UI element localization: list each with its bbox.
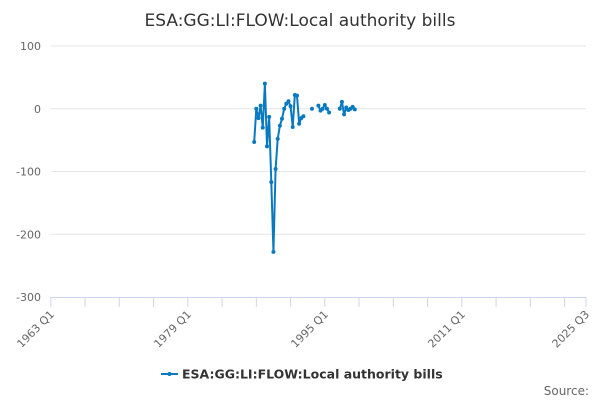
data-point	[352, 107, 357, 112]
y-tick-label: 0	[34, 103, 41, 116]
x-tick-label: 2025 Q3	[550, 308, 593, 351]
y-tick-label: -100	[16, 166, 41, 179]
data-point	[327, 110, 332, 115]
data-point	[342, 112, 347, 117]
y-tick-label: -200	[16, 228, 41, 241]
data-point	[273, 166, 278, 171]
data-point	[324, 106, 329, 111]
data-point	[316, 103, 321, 108]
legend-label: ESA:GG:LI:FLOW:Local authority bills	[182, 367, 443, 382]
data-point	[252, 140, 257, 145]
data-point	[262, 81, 267, 86]
data-point	[297, 121, 302, 126]
data-point	[320, 106, 325, 111]
grid	[50, 45, 586, 235]
data-point	[290, 124, 295, 129]
chart-title: ESA:GG:LI:FLOW:Local authority bills	[145, 11, 456, 31]
y-tick-label: -300	[16, 291, 41, 304]
x-axis: 1963 Q1 1979 Q1 1995 Q1 2011 Q1 2025 Q3	[14, 297, 592, 350]
legend-marker-icon	[167, 372, 172, 376]
y-axis: 100 0 -100 -200 -300	[16, 40, 41, 304]
data-point	[267, 114, 272, 119]
data-point	[269, 180, 274, 185]
data-point	[301, 114, 306, 119]
x-tick-label: 2011 Q1	[425, 308, 468, 351]
data-point	[260, 125, 265, 130]
data-point	[275, 136, 280, 141]
legend-item[interactable]: ESA:GG:LI:FLOW:Local authority bills	[161, 367, 443, 382]
y-tick-label: 100	[20, 40, 41, 53]
data-point	[258, 103, 263, 108]
data-point	[337, 106, 342, 111]
source-label: Source:	[544, 384, 589, 398]
data-point	[309, 106, 314, 111]
data-point	[256, 116, 261, 121]
data-point	[288, 104, 293, 109]
x-tick-label: 1995 Q1	[288, 308, 331, 351]
x-tick-label: 1963 Q1	[14, 308, 57, 351]
data-point	[286, 99, 291, 104]
x-tick-label: 1979 Q1	[151, 308, 194, 351]
data-point	[322, 102, 327, 107]
data-point	[294, 93, 299, 98]
data-point	[339, 99, 344, 104]
data-point	[265, 144, 270, 149]
data-point	[271, 249, 276, 254]
series	[252, 81, 357, 254]
data-point	[280, 116, 285, 121]
data-point	[277, 123, 282, 128]
data-point	[282, 106, 287, 111]
data-point	[254, 106, 259, 111]
